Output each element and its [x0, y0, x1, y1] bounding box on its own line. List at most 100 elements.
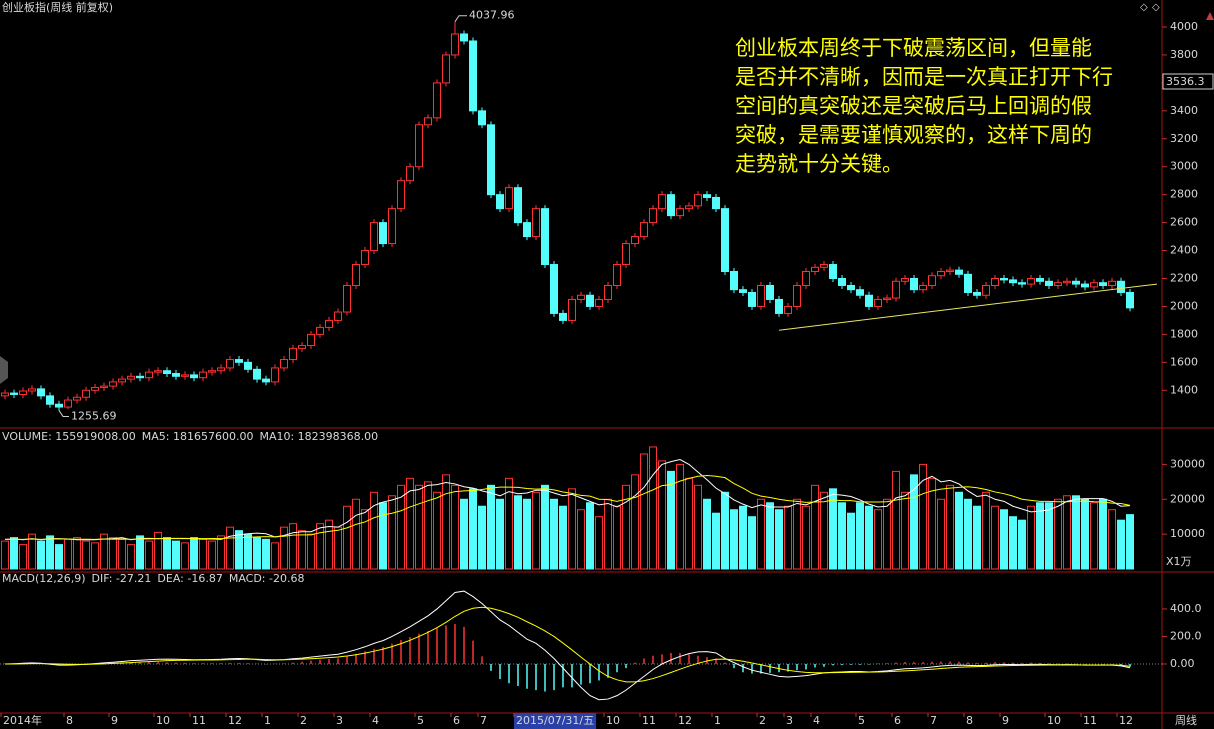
volume-bar: [235, 530, 243, 570]
volume-bar: [532, 491, 540, 570]
volume-bar: [946, 484, 954, 570]
candle-body: [973, 291, 981, 296]
candle-body: [676, 208, 684, 217]
x-tick-label: 4: [813, 714, 820, 727]
volume-bar: [1036, 502, 1044, 570]
volume-bar: [271, 542, 279, 570]
candle-body: [550, 264, 558, 314]
candle-body: [73, 396, 81, 401]
volume-bar: [1027, 505, 1035, 570]
x-tick-label: 1: [264, 714, 271, 727]
volume-bar: [559, 505, 567, 570]
volume-bar: [136, 535, 144, 570]
x-tick-label: 3: [336, 714, 343, 727]
y-tick-label: 10000: [1170, 527, 1205, 540]
volume-bar: [379, 502, 387, 570]
candle-body: [388, 208, 396, 245]
volume-bar: [262, 538, 270, 570]
candle-body: [1081, 283, 1089, 288]
volume-bar: [82, 540, 90, 570]
scroll-arrow[interactable]: [1206, 12, 1214, 20]
candle-body: [829, 264, 837, 279]
candle-body: [1054, 282, 1062, 286]
x-tick-label: 6: [894, 714, 901, 727]
cursor-price: 3536.3: [1166, 75, 1205, 88]
volume-bar: [199, 538, 207, 570]
volume-bar: [631, 474, 639, 570]
volume-bar: [298, 530, 306, 570]
y-tick-label: 30000: [1170, 457, 1205, 470]
candle-body: [163, 370, 171, 375]
candle-body: [1099, 282, 1107, 286]
header-item: DEA: -16.87: [157, 572, 222, 585]
extreme-pointer: [58, 410, 69, 417]
candle-body: [541, 208, 549, 266]
candle-body: [865, 294, 873, 307]
volume-bar: [766, 502, 774, 570]
volume-bar: [883, 498, 891, 570]
volume-bar: [19, 544, 27, 570]
x-tick-label: 11: [642, 714, 656, 727]
icon[interactable]: ◇: [1140, 2, 1148, 13]
volume-bar: [424, 481, 432, 570]
x-tick-label: 2: [300, 714, 307, 727]
volume-bar: [847, 512, 855, 570]
candle-body: [568, 298, 576, 321]
candle-body: [631, 236, 639, 245]
candle-body: [658, 194, 666, 210]
candle-body: [37, 388, 45, 397]
candle-body: [343, 284, 351, 313]
candle-body: [739, 289, 747, 293]
chart-title: 创业板指(周线 前复权): [2, 0, 113, 14]
volume-bar: [172, 540, 180, 570]
candle-body: [496, 194, 504, 210]
volume-bar: [595, 516, 603, 570]
candle-body: [10, 392, 18, 395]
cursor-price-box: [1162, 73, 1214, 90]
volume-bar: [307, 533, 315, 570]
candle-body: [721, 208, 729, 273]
candle-body: [856, 289, 864, 296]
y-tick-label: 2000: [1170, 299, 1198, 312]
volume-bar: [361, 509, 369, 570]
volume-bar: [1072, 495, 1080, 570]
x-tick-label: 2015/07/31/五: [516, 714, 594, 727]
volume-bar: [127, 544, 135, 570]
volume-bar: [1054, 498, 1062, 570]
volume-bar: [577, 509, 585, 570]
candle-body: [784, 305, 792, 314]
candle-body: [91, 386, 99, 391]
volume-bar: [667, 470, 675, 570]
trendline: [778, 283, 1158, 331]
volume-bar: [100, 533, 108, 570]
candle-body: [955, 269, 963, 275]
volume-bar: [838, 502, 846, 570]
candle-body: [127, 375, 135, 380]
candle-body: [748, 291, 756, 307]
volume-bar: [1000, 509, 1008, 570]
candle-body: [361, 250, 369, 266]
candle-body: [145, 371, 153, 379]
candle-body: [172, 373, 180, 377]
candle-body: [991, 277, 999, 286]
side-handle[interactable]: [0, 356, 8, 384]
candle-body: [622, 243, 630, 266]
volume-bar: [784, 505, 792, 570]
volume-bar: [469, 488, 477, 570]
candle-body: [613, 264, 621, 286]
volume-bar: [982, 491, 990, 570]
volume-bar: [451, 484, 459, 570]
volume-bar: [1108, 509, 1116, 570]
candle-body: [793, 284, 801, 307]
candle-body: [316, 326, 324, 335]
volume-bar: [730, 509, 738, 570]
y-tick-label: 20000: [1170, 492, 1205, 505]
volume-bar: [370, 491, 378, 570]
icon[interactable]: ◇: [1152, 2, 1160, 13]
volume-bar: [928, 477, 936, 570]
volume-bar: [316, 523, 324, 570]
volume-bar: [1081, 498, 1089, 570]
candle-body: [505, 187, 513, 210]
volume-bar: [415, 484, 423, 570]
